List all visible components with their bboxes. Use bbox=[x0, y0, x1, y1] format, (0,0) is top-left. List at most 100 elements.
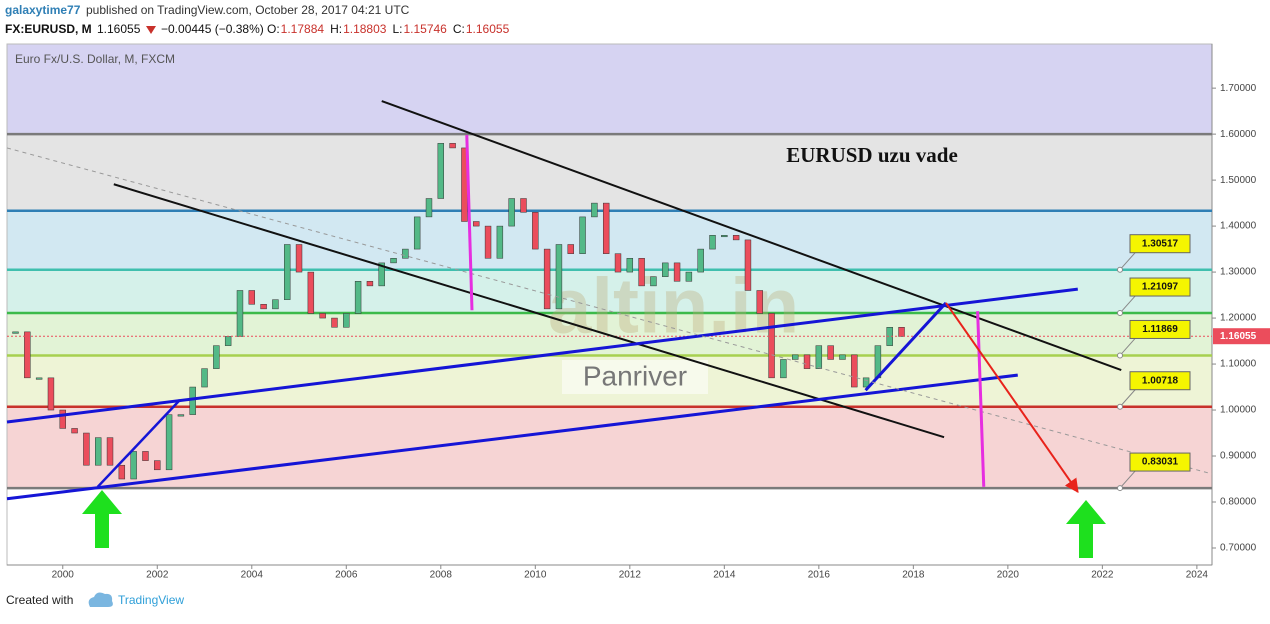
candle bbox=[898, 327, 905, 337]
x-tick-label: 2020 bbox=[997, 570, 1020, 581]
candle bbox=[827, 345, 834, 360]
candle bbox=[71, 428, 78, 434]
candle bbox=[307, 271, 315, 314]
callout-leader bbox=[1119, 388, 1137, 408]
candle bbox=[567, 244, 574, 254]
ohlc-value: 1.18803 bbox=[343, 22, 387, 36]
y-tick-label: 1.20000 bbox=[1220, 313, 1257, 324]
created-with: Created with bbox=[6, 593, 73, 607]
candle bbox=[425, 198, 433, 218]
candle bbox=[331, 317, 338, 328]
ohlc-label: H: bbox=[330, 22, 342, 36]
candle bbox=[662, 262, 669, 277]
x-tick-label: 2010 bbox=[524, 570, 547, 581]
candle bbox=[614, 253, 622, 273]
candle bbox=[260, 304, 267, 310]
candle bbox=[413, 216, 421, 250]
ohlc-label: C: bbox=[453, 22, 465, 36]
trendline bbox=[976, 311, 986, 487]
x-tick-label: 2006 bbox=[335, 570, 358, 581]
candle bbox=[685, 271, 693, 282]
trendline bbox=[113, 183, 945, 439]
watermark-box bbox=[562, 360, 708, 394]
candle bbox=[591, 202, 598, 218]
candle bbox=[272, 299, 279, 310]
candle bbox=[130, 451, 137, 480]
candle bbox=[142, 451, 149, 461]
x-tick-label: 2008 bbox=[430, 570, 453, 581]
candle bbox=[532, 212, 539, 250]
y-tick-label: 0.80000 bbox=[1220, 497, 1257, 508]
y-tick-label: 1.60000 bbox=[1220, 129, 1257, 140]
chart-title: EURUSD uzu vade bbox=[786, 143, 958, 167]
x-tick-label: 2012 bbox=[619, 570, 642, 581]
candle bbox=[12, 331, 19, 334]
header: galaxytime77 published on TradingView.co… bbox=[5, 3, 510, 36]
candle bbox=[224, 336, 232, 346]
x-tick-label: 2024 bbox=[1186, 570, 1209, 581]
candle bbox=[638, 258, 645, 287]
candle bbox=[378, 262, 385, 287]
candle bbox=[602, 202, 610, 254]
candle bbox=[768, 313, 775, 379]
candle bbox=[697, 248, 704, 273]
candle bbox=[721, 235, 728, 238]
y-tick-label: 1.40000 bbox=[1220, 221, 1257, 232]
candle bbox=[284, 244, 291, 300]
callout-leader bbox=[1119, 294, 1137, 314]
ohlc-label: O: bbox=[267, 22, 280, 36]
callout bbox=[1129, 277, 1191, 297]
change: −0.00445 (−0.38%) bbox=[161, 22, 264, 36]
callout-label: 1.11869 bbox=[1142, 324, 1178, 335]
zone bbox=[7, 269, 1212, 314]
callout bbox=[1129, 371, 1191, 391]
y-tick-label: 1.10000 bbox=[1220, 359, 1257, 370]
candle bbox=[650, 276, 657, 287]
candle bbox=[543, 248, 551, 310]
candle bbox=[496, 225, 504, 259]
callout-anchor bbox=[1117, 403, 1123, 410]
author[interactable]: galaxytime77 bbox=[5, 3, 81, 17]
x-tick-label: 2018 bbox=[902, 570, 925, 581]
candle bbox=[154, 460, 161, 471]
brand[interactable]: TradingView bbox=[118, 593, 184, 607]
candle bbox=[83, 432, 90, 466]
symbol: FX:EURUSD, M bbox=[5, 22, 92, 36]
candle bbox=[118, 464, 126, 480]
callout-anchor bbox=[1117, 485, 1123, 492]
candle bbox=[780, 359, 787, 379]
candle bbox=[201, 368, 208, 388]
watermark: Panriver bbox=[583, 360, 687, 391]
candle bbox=[449, 143, 456, 149]
candle bbox=[862, 377, 870, 388]
ohlc-label: L: bbox=[392, 22, 402, 36]
trendline bbox=[96, 399, 181, 488]
candle bbox=[579, 216, 586, 254]
candle bbox=[319, 313, 326, 319]
trendline bbox=[945, 302, 1079, 494]
candle bbox=[815, 345, 823, 369]
zone bbox=[7, 488, 1212, 565]
candle bbox=[555, 244, 563, 310]
up-arrow bbox=[82, 490, 122, 548]
zone bbox=[7, 210, 1212, 270]
candle bbox=[24, 331, 31, 379]
y-tick-label: 0.70000 bbox=[1220, 543, 1257, 554]
trendline bbox=[381, 100, 1122, 371]
candle bbox=[165, 414, 173, 471]
callout-anchor bbox=[1117, 310, 1123, 317]
callout-leader bbox=[1119, 251, 1137, 271]
candle bbox=[508, 198, 515, 227]
candle bbox=[744, 239, 752, 291]
candle bbox=[59, 409, 66, 429]
candle bbox=[213, 345, 220, 369]
callout-anchor bbox=[1117, 352, 1123, 359]
candle bbox=[177, 414, 185, 417]
published: published on TradingView.com, October 28… bbox=[86, 3, 410, 17]
candle bbox=[295, 244, 303, 273]
y-tick-label: 0.90000 bbox=[1220, 451, 1257, 462]
x-tick-label: 2002 bbox=[146, 570, 169, 581]
callout-label: 0.83031 bbox=[1142, 457, 1179, 468]
trendline bbox=[6, 147, 1213, 475]
